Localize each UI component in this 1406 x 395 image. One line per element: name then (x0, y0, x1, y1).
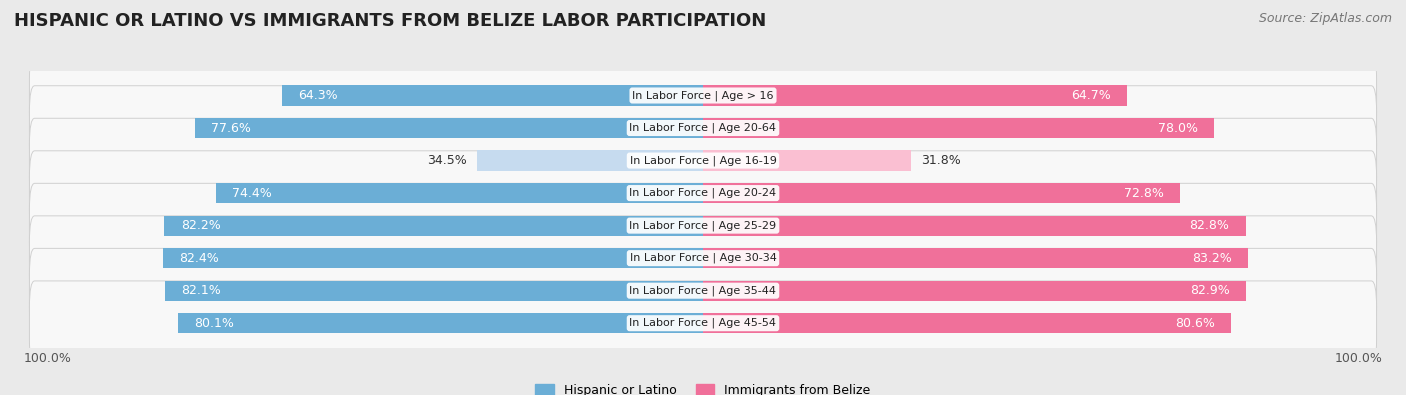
Legend: Hispanic or Latino, Immigrants from Belize: Hispanic or Latino, Immigrants from Beli… (530, 379, 876, 395)
Text: In Labor Force | Age 20-64: In Labor Force | Age 20-64 (630, 123, 776, 133)
FancyBboxPatch shape (30, 281, 1376, 365)
Bar (703, 313, 1232, 333)
FancyBboxPatch shape (30, 86, 1376, 170)
Text: 34.5%: 34.5% (427, 154, 467, 167)
Text: 80.1%: 80.1% (194, 317, 235, 330)
Text: 72.8%: 72.8% (1123, 186, 1164, 199)
Bar (703, 150, 911, 171)
Text: In Labor Force | Age 30-34: In Labor Force | Age 30-34 (630, 253, 776, 263)
Bar (703, 216, 1246, 236)
Bar (165, 280, 703, 301)
Text: In Labor Force | Age 35-44: In Labor Force | Age 35-44 (630, 286, 776, 296)
Text: HISPANIC OR LATINO VS IMMIGRANTS FROM BELIZE LABOR PARTICIPATION: HISPANIC OR LATINO VS IMMIGRANTS FROM BE… (14, 12, 766, 30)
Text: In Labor Force | Age 45-54: In Labor Force | Age 45-54 (630, 318, 776, 329)
FancyBboxPatch shape (30, 118, 1376, 203)
Text: 82.1%: 82.1% (181, 284, 221, 297)
Bar (477, 150, 703, 171)
Bar (703, 118, 1213, 138)
Text: Source: ZipAtlas.com: Source: ZipAtlas.com (1258, 12, 1392, 25)
Bar (163, 248, 703, 268)
Bar (165, 216, 703, 236)
Text: In Labor Force | Age 25-29: In Labor Force | Age 25-29 (630, 220, 776, 231)
Text: 80.6%: 80.6% (1175, 317, 1215, 330)
FancyBboxPatch shape (30, 151, 1376, 235)
Text: 64.3%: 64.3% (298, 89, 337, 102)
Bar (194, 118, 703, 138)
Text: 82.4%: 82.4% (180, 252, 219, 265)
Text: 82.2%: 82.2% (181, 219, 221, 232)
Text: In Labor Force | Age > 16: In Labor Force | Age > 16 (633, 90, 773, 101)
Text: 31.8%: 31.8% (921, 154, 960, 167)
FancyBboxPatch shape (30, 183, 1376, 268)
FancyBboxPatch shape (30, 216, 1376, 301)
Bar (281, 85, 703, 105)
Bar (215, 183, 703, 203)
Bar (703, 248, 1249, 268)
Text: 77.6%: 77.6% (211, 122, 250, 135)
Bar (703, 85, 1128, 105)
FancyBboxPatch shape (30, 53, 1376, 138)
Bar (703, 280, 1246, 301)
FancyBboxPatch shape (30, 248, 1376, 333)
Text: 78.0%: 78.0% (1157, 122, 1198, 135)
Text: 82.9%: 82.9% (1189, 284, 1230, 297)
Text: In Labor Force | Age 20-24: In Labor Force | Age 20-24 (630, 188, 776, 198)
Bar (179, 313, 703, 333)
Text: In Labor Force | Age 16-19: In Labor Force | Age 16-19 (630, 155, 776, 166)
Text: 64.7%: 64.7% (1071, 89, 1111, 102)
Text: 83.2%: 83.2% (1192, 252, 1232, 265)
Text: 74.4%: 74.4% (232, 186, 271, 199)
Text: 82.8%: 82.8% (1189, 219, 1229, 232)
Bar (703, 183, 1180, 203)
